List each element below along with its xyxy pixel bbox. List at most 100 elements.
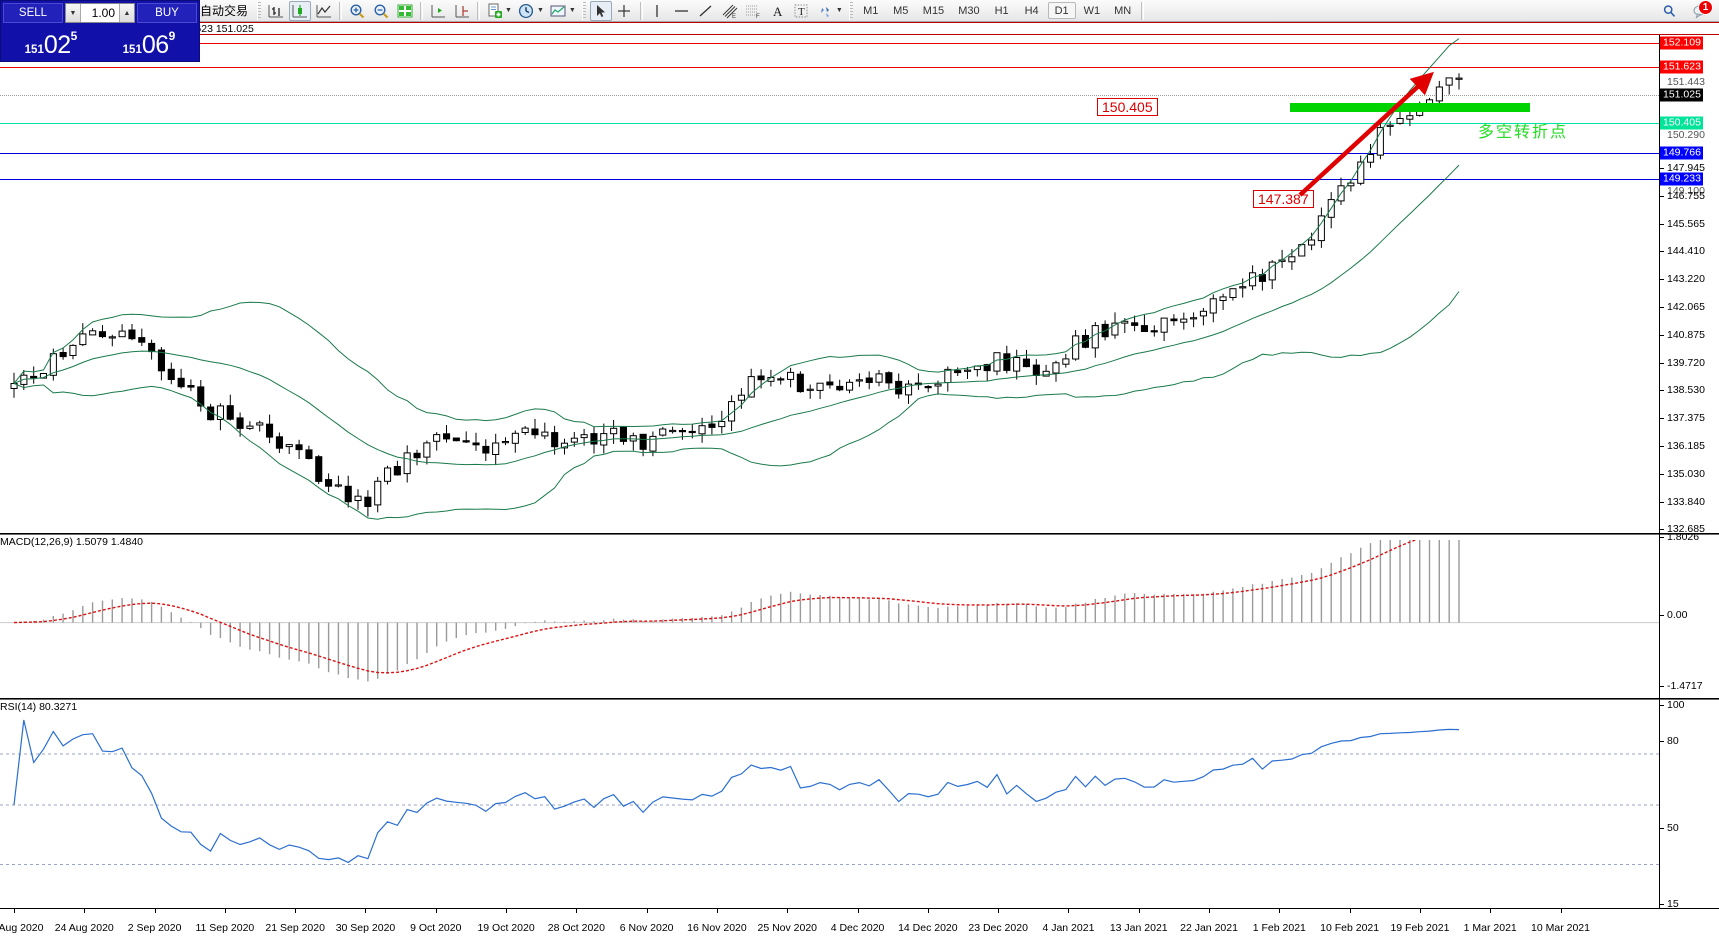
equidistant-channel-icon[interactable]: E <box>719 1 741 21</box>
indicators-chevron-down-icon[interactable]: ▼ <box>568 7 576 14</box>
period-chevron-down-icon[interactable]: ▼ <box>536 7 544 14</box>
search-icon[interactable] <box>1658 1 1680 21</box>
trendline-icon[interactable] <box>695 1 717 21</box>
pane-separator-macd-rsi[interactable] <box>0 698 1719 700</box>
cursor-icon[interactable] <box>589 0 612 21</box>
time-tick-mark <box>787 909 789 913</box>
time-tick-label: 10 Feb 2021 <box>1320 922 1380 934</box>
buy-price-main: 06 <box>141 31 169 59</box>
buy-price[interactable]: 151 06 9 <box>101 25 197 59</box>
price-level-tag[interactable]: 152.109 <box>1660 36 1703 50</box>
timeframe-m15[interactable]: M15 <box>922 4 945 17</box>
candlestick-chart-icon[interactable] <box>289 0 312 21</box>
crosshair-icon[interactable] <box>614 1 636 21</box>
zoom-out-icon[interactable] <box>370 1 392 21</box>
price-tick-label: 145.565 <box>1667 217 1705 230</box>
time-tick-label: 19 Feb 2021 <box>1390 922 1450 934</box>
one-click-trading-panel[interactable]: SELL ▼ 1.00 ▲ BUY 151 02 5 151 06 9 <box>0 0 200 62</box>
timeframe-d1[interactable]: D1 <box>1047 2 1076 19</box>
time-tick-mark <box>1209 909 1211 913</box>
svg-text:T: T <box>798 6 805 18</box>
vertical-line-icon[interactable] <box>647 1 669 21</box>
timeframe-h4[interactable]: H4 <box>1024 4 1039 17</box>
trade-panel-controls: SELL ▼ 1.00 ▲ BUY <box>1 1 199 25</box>
price-tick-label: 135.030 <box>1667 467 1705 480</box>
data-window-icon[interactable] <box>394 1 416 21</box>
autotrading-label[interactable]: 自动交易 <box>200 4 249 18</box>
price-tick-label: 136.185 <box>1667 440 1705 452</box>
sell-price[interactable]: 151 02 5 <box>3 25 99 59</box>
fibonacci-icon[interactable]: F <box>743 1 765 21</box>
time-tick-mark <box>1279 909 1281 913</box>
text-icon[interactable]: T <box>791 1 813 21</box>
buy-button[interactable]: BUY <box>137 3 197 23</box>
line-chart-icon[interactable] <box>313 1 335 21</box>
hline-151025-bid <box>0 95 1659 96</box>
price-level-tag[interactable]: 149.233 <box>1660 172 1703 186</box>
zoom-in-icon[interactable] <box>346 1 368 21</box>
volume-decrease-button[interactable]: ▼ <box>66 4 81 22</box>
svg-text:F: F <box>756 14 760 19</box>
drawings-icon[interactable] <box>815 1 837 21</box>
toolbar-separator-2 <box>420 1 424 20</box>
notification-icon[interactable]: 1 <box>1690 0 1713 21</box>
indicators-icon[interactable] <box>548 1 570 21</box>
time-tick-label: 1 Feb 2021 <box>1252 922 1306 934</box>
time-tick-label: 22 Jan 2021 <box>1180 922 1238 934</box>
time-axis[interactable]: 14 Aug 2020 24 Aug 2020 2 Sep 2020 11 Sep 2… <box>0 908 1719 945</box>
turning-point-note: 多空转折点 <box>1478 124 1569 141</box>
volume-input[interactable]: 1.00 <box>91 6 115 20</box>
templates-chevron-down-icon[interactable]: ▼ <box>505 7 512 14</box>
price-level-tag[interactable]: 151.025 <box>1660 88 1703 102</box>
rsi-tick-label: 80 <box>1667 735 1679 747</box>
price-level-tag[interactable]: 151.623 <box>1660 60 1703 74</box>
time-tick-label: 24 Aug 2020 <box>54 922 114 934</box>
timeframe-w1[interactable]: W1 <box>1083 4 1101 17</box>
drawings-chevron-down-icon[interactable]: ▼ <box>835 7 843 14</box>
period-icon[interactable] <box>516 1 538 21</box>
time-tick-mark <box>1138 909 1140 913</box>
price-tick-label: 144.410 <box>1667 245 1705 258</box>
timeframe-h1[interactable]: H1 <box>994 4 1009 17</box>
time-tick-mark <box>224 909 226 913</box>
macd-tick-mark <box>1660 537 1664 538</box>
time-tick-label: 25 Nov 2020 <box>757 922 818 934</box>
price-axis[interactable]: 152.109 151.623 151.443 151.025 150.405 150.2… <box>1659 35 1719 930</box>
chart-area[interactable]: 150.405 147.387 多空转折点 MACD(12,26,9) 1.50… <box>0 35 1719 945</box>
price-level-tag[interactable]: 149.766 <box>1660 146 1703 160</box>
volume-stepper[interactable]: ▼ 1.00 ▲ <box>65 3 135 23</box>
svg-text:E: E <box>732 14 736 19</box>
resistance-zone-highlight <box>1290 103 1530 112</box>
timeframe-m1[interactable]: M1 <box>863 4 879 17</box>
hline-149233 <box>0 179 1659 180</box>
auto-scroll-icon[interactable] <box>451 1 473 21</box>
templates-icon[interactable] <box>484 1 506 21</box>
resistance-price-note: 150.405 <box>1097 98 1158 116</box>
bar-chart-icon[interactable] <box>265 1 287 21</box>
time-tick-label: 2 Sep 2020 <box>127 922 182 934</box>
time-tick-mark <box>927 909 929 913</box>
text-label-icon[interactable]: A <box>767 1 789 21</box>
price-level-tag[interactable]: 150.405 <box>1660 116 1703 130</box>
timeframe-m30[interactable]: M30 <box>958 4 980 17</box>
pane-separator-price-macd[interactable] <box>0 533 1719 535</box>
timeframe-m5[interactable]: M5 <box>893 4 909 17</box>
price-tick-label: 140.875 <box>1667 328 1705 341</box>
time-tick-mark <box>716 909 718 913</box>
volume-increase-button[interactable]: ▲ <box>119 4 134 22</box>
price-tick-label: 151.443 <box>1667 76 1705 88</box>
price-tick-mark <box>1660 418 1664 420</box>
time-tick-label: 14 Aug 2020 <box>0 922 44 934</box>
rsi-tick-mark <box>1660 741 1664 742</box>
horizontal-line-icon[interactable] <box>671 1 693 21</box>
toolbar-separator <box>339 1 343 20</box>
toolbar-grip-2 <box>257 1 262 20</box>
rsi-tick-label: 50 <box>1667 822 1679 834</box>
symbol-bar[interactable]: GBPJPY-,Daily 150.767 151.171 150.623 15… <box>0 22 1719 35</box>
rsi-tick-mark <box>1660 904 1664 905</box>
chart-shift-icon[interactable] <box>427 1 449 21</box>
price-tick-mark <box>1660 279 1664 281</box>
timeframe-mn[interactable]: MN <box>1114 4 1132 17</box>
sell-button[interactable]: SELL <box>3 3 63 23</box>
price-tick-label: 132.685 <box>1667 523 1705 536</box>
